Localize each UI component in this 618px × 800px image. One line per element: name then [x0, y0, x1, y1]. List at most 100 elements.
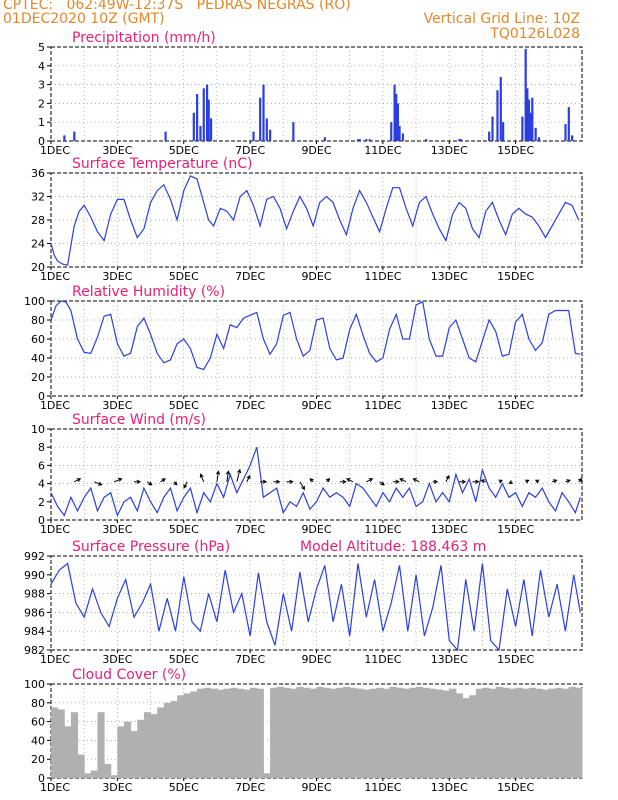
cloud-bar [289, 688, 298, 778]
cloud-bar [137, 719, 145, 778]
wind-arrow-shaft [399, 478, 407, 483]
wind-arrow [113, 477, 123, 483]
x-tick-label: 15DEC [497, 270, 534, 283]
y-tick-label: 40 [31, 352, 45, 365]
cloud-bar [475, 688, 483, 778]
y-tick-label: 0 [38, 772, 45, 785]
wind-arrow [379, 481, 385, 486]
wind-arrow-head [309, 478, 314, 483]
precip-bar [252, 131, 255, 141]
x-tick-label: 7DEC [235, 523, 265, 536]
model-code: TQ0126L028 [490, 26, 580, 42]
y-tick-label: 20 [31, 371, 45, 384]
wind-arrow [260, 479, 268, 484]
precip-bar [269, 129, 272, 141]
wind-arrow [74, 478, 82, 483]
y-tick-label: 0 [38, 390, 45, 403]
cloud-bar [515, 687, 523, 778]
wind-arrow [236, 468, 242, 482]
panel-title: Precipitation (mm/h) [72, 30, 216, 46]
precip-bar [527, 99, 531, 141]
wind-arrow-head [480, 479, 485, 484]
precip-bar [564, 124, 567, 141]
x-tick-label: 5DEC [169, 781, 199, 794]
precip-bar [459, 139, 463, 141]
x-tick-label: 5DEC [169, 144, 199, 157]
cloud-bar [455, 693, 464, 778]
y-tick-label: 10 [31, 423, 45, 436]
precip-bar [396, 103, 400, 141]
wind-arrow [565, 479, 571, 484]
cloud-bar [508, 688, 517, 778]
cloud-bar [435, 689, 444, 778]
cloud-bar [396, 687, 404, 778]
precip-bar [488, 131, 491, 141]
x-tick-label: 3DEC [102, 523, 132, 536]
x-tick-label: 9DEC [301, 781, 331, 794]
x-tick-label: 11DEC [364, 653, 401, 666]
panel-title: Cloud Cover (%) [72, 667, 186, 683]
wind-arrow-head [346, 478, 351, 482]
y-tick-label: 8 [38, 441, 45, 454]
wind-arrow-head [246, 474, 251, 480]
cloud-bar [562, 688, 570, 778]
cloud-bar [323, 687, 331, 778]
cloud-bar [495, 686, 503, 778]
cloud-bar [382, 688, 391, 778]
x-tick-label: 13DEC [431, 270, 468, 283]
wind-arrow-head [534, 479, 540, 484]
cloud-bar [429, 688, 437, 778]
cloud-bar [416, 686, 424, 778]
x-tick-label: 3DEC [102, 270, 132, 283]
y-tick-label: 36 [31, 167, 45, 180]
y-tick-label: 80 [31, 314, 45, 327]
wind-arrow-shaft [226, 471, 229, 482]
panel-frame [50, 428, 583, 521]
cloud-bar [124, 721, 132, 778]
y-tick-label: 2 [38, 97, 45, 110]
series-line [50, 175, 580, 266]
cloud-bar [389, 686, 397, 778]
wind-arrow-shaft [74, 478, 81, 483]
wind-arrow [225, 470, 231, 482]
wind-arrow-shaft [299, 481, 305, 490]
x-tick-label: 9DEC [301, 653, 331, 666]
x-tick-label: 11DEC [364, 270, 401, 283]
x-tick-label: 13DEC [431, 399, 468, 412]
cloud-bar [329, 688, 337, 778]
precip-bar [499, 77, 502, 141]
wind-arrow-head [525, 479, 530, 484]
precip-bar [209, 118, 213, 141]
precip-bar [491, 116, 494, 141]
x-tick-label: 5DEC [169, 653, 199, 666]
cloud-bar [64, 726, 72, 778]
cloud-bar [177, 695, 185, 778]
y-tick-label: 4 [38, 478, 45, 491]
wind-arrow-shaft [445, 475, 450, 483]
wind-arrow-shaft [183, 481, 188, 489]
wind-arrow-shaft [236, 469, 241, 482]
cloud-bar [90, 770, 98, 778]
cloud-bar [203, 687, 211, 778]
cloud-bar [223, 688, 231, 778]
cloud-bar [449, 688, 457, 778]
y-tick-label: 990 [24, 569, 45, 582]
wind-arrow [325, 478, 331, 483]
precip-bar [398, 125, 401, 141]
cloud-bar [190, 691, 198, 778]
cloud-bar [163, 702, 171, 778]
cloud-bar [104, 763, 112, 778]
cloud-bar [157, 707, 165, 778]
wind-arrow [551, 479, 558, 484]
wind-arrow [160, 478, 166, 483]
y-tick-label: 2 [38, 496, 45, 509]
wind-arrow [525, 479, 530, 484]
cloud-bar [548, 688, 556, 778]
y-tick-label: 40 [31, 734, 45, 747]
panel-1: 20 24 28 32 36 1DEC 3DEC 5DEC 7DEC 9DEC 11DEC 13DEC… [31, 156, 583, 283]
wind-arrow-head [578, 478, 583, 483]
cloud-bar [528, 687, 537, 778]
wind-arrow [445, 474, 450, 483]
cloud-bar [263, 773, 271, 778]
